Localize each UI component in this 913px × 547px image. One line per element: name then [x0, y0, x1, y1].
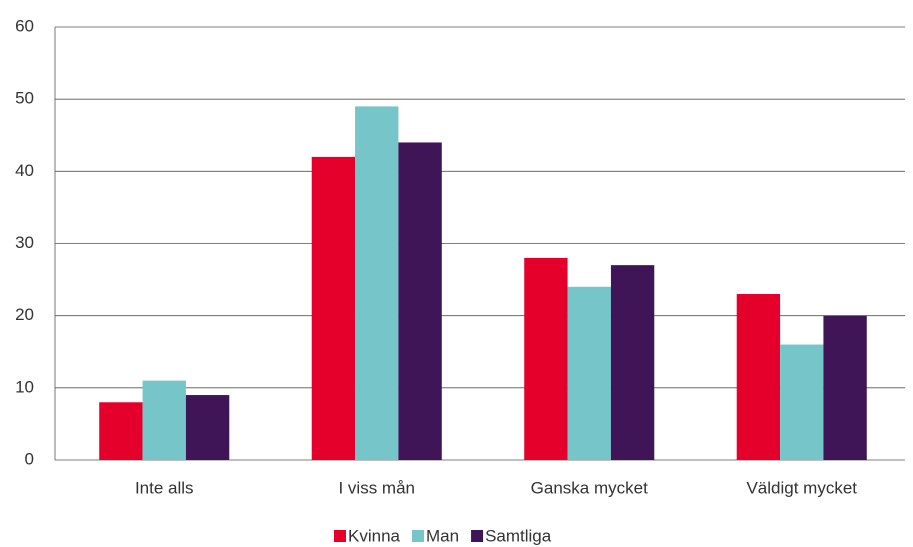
x-tick-label: Väldigt mycket: [746, 478, 857, 497]
bar: [311, 156, 356, 460]
x-tick-label: I viss mån: [338, 478, 415, 497]
x-tick-label: Ganska mycket: [531, 478, 648, 497]
y-tick-label: 40: [15, 161, 34, 180]
legend-swatch: [334, 530, 346, 542]
legend-swatch: [471, 530, 484, 542]
bar: [398, 142, 442, 460]
bar: [567, 286, 611, 460]
y-tick-label: 20: [15, 305, 34, 324]
bar: [823, 315, 867, 460]
legend-label: Samtliga: [485, 526, 552, 545]
bar: [610, 265, 655, 460]
legend-swatch: [411, 530, 424, 542]
bar: [736, 294, 781, 460]
bar: [524, 257, 568, 460]
y-tick-label: 30: [15, 233, 34, 252]
bar: [142, 380, 186, 460]
y-tick-label: 0: [25, 449, 34, 468]
x-tick-label: Inte alls: [135, 478, 194, 497]
legend-label: Man: [426, 526, 459, 545]
y-tick-label: 10: [15, 377, 34, 396]
bar: [185, 395, 230, 460]
y-tick-label: 60: [15, 16, 34, 35]
bar: [355, 106, 399, 460]
bar: [780, 344, 824, 460]
legend-label: Kvinna: [348, 526, 401, 545]
y-tick-label: 50: [15, 89, 34, 108]
bar: [99, 402, 143, 460]
